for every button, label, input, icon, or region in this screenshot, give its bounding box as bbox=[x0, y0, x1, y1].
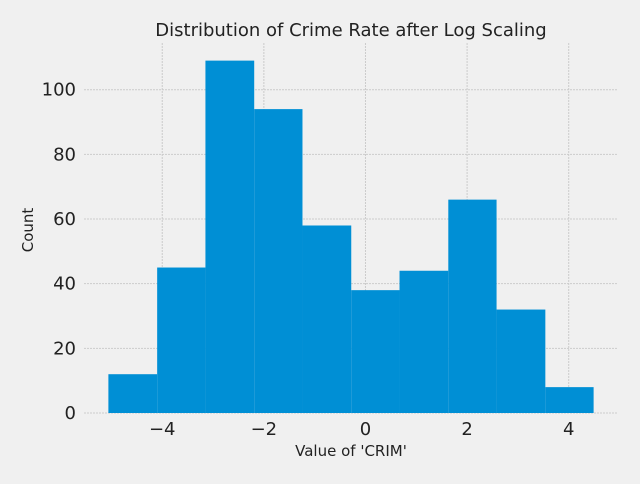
y-tick-label: 0 bbox=[65, 403, 76, 424]
y-tick-label: 60 bbox=[53, 209, 76, 230]
x-tick-label: −4 bbox=[149, 419, 176, 440]
histogram-bar-5 bbox=[302, 225, 352, 413]
x-tick-label: 0 bbox=[360, 419, 371, 440]
x-tick-label: −2 bbox=[251, 419, 278, 440]
histogram-bar-7 bbox=[399, 270, 449, 413]
y-tick-label: 80 bbox=[53, 144, 76, 165]
y-axis-label: Count bbox=[19, 208, 37, 253]
x-tick-label: 4 bbox=[563, 419, 574, 440]
x-axis-label: Value of 'CRIM' bbox=[295, 442, 407, 460]
histogram-bar-1 bbox=[108, 374, 158, 413]
histogram-bars bbox=[108, 60, 594, 413]
histogram-bar-3 bbox=[205, 60, 255, 413]
histogram-bar-4 bbox=[254, 109, 303, 413]
histogram-bar-8 bbox=[448, 199, 497, 413]
y-tick-label: 40 bbox=[53, 274, 76, 295]
x-tick-label: 2 bbox=[461, 419, 472, 440]
histogram-bar-10 bbox=[545, 387, 594, 413]
histogram-bar-2 bbox=[157, 267, 206, 413]
histogram-bar-6 bbox=[351, 290, 400, 413]
histogram-bar-9 bbox=[496, 309, 546, 413]
y-tick-label: 100 bbox=[42, 80, 76, 101]
x-tick-labels: −4 −2 0 2 4 bbox=[149, 419, 574, 440]
chart-title: Distribution of Crime Rate after Log Sca… bbox=[155, 20, 546, 41]
y-tick-labels: 0 20 40 60 80 100 bbox=[42, 80, 76, 424]
y-tick-label: 20 bbox=[53, 338, 76, 359]
